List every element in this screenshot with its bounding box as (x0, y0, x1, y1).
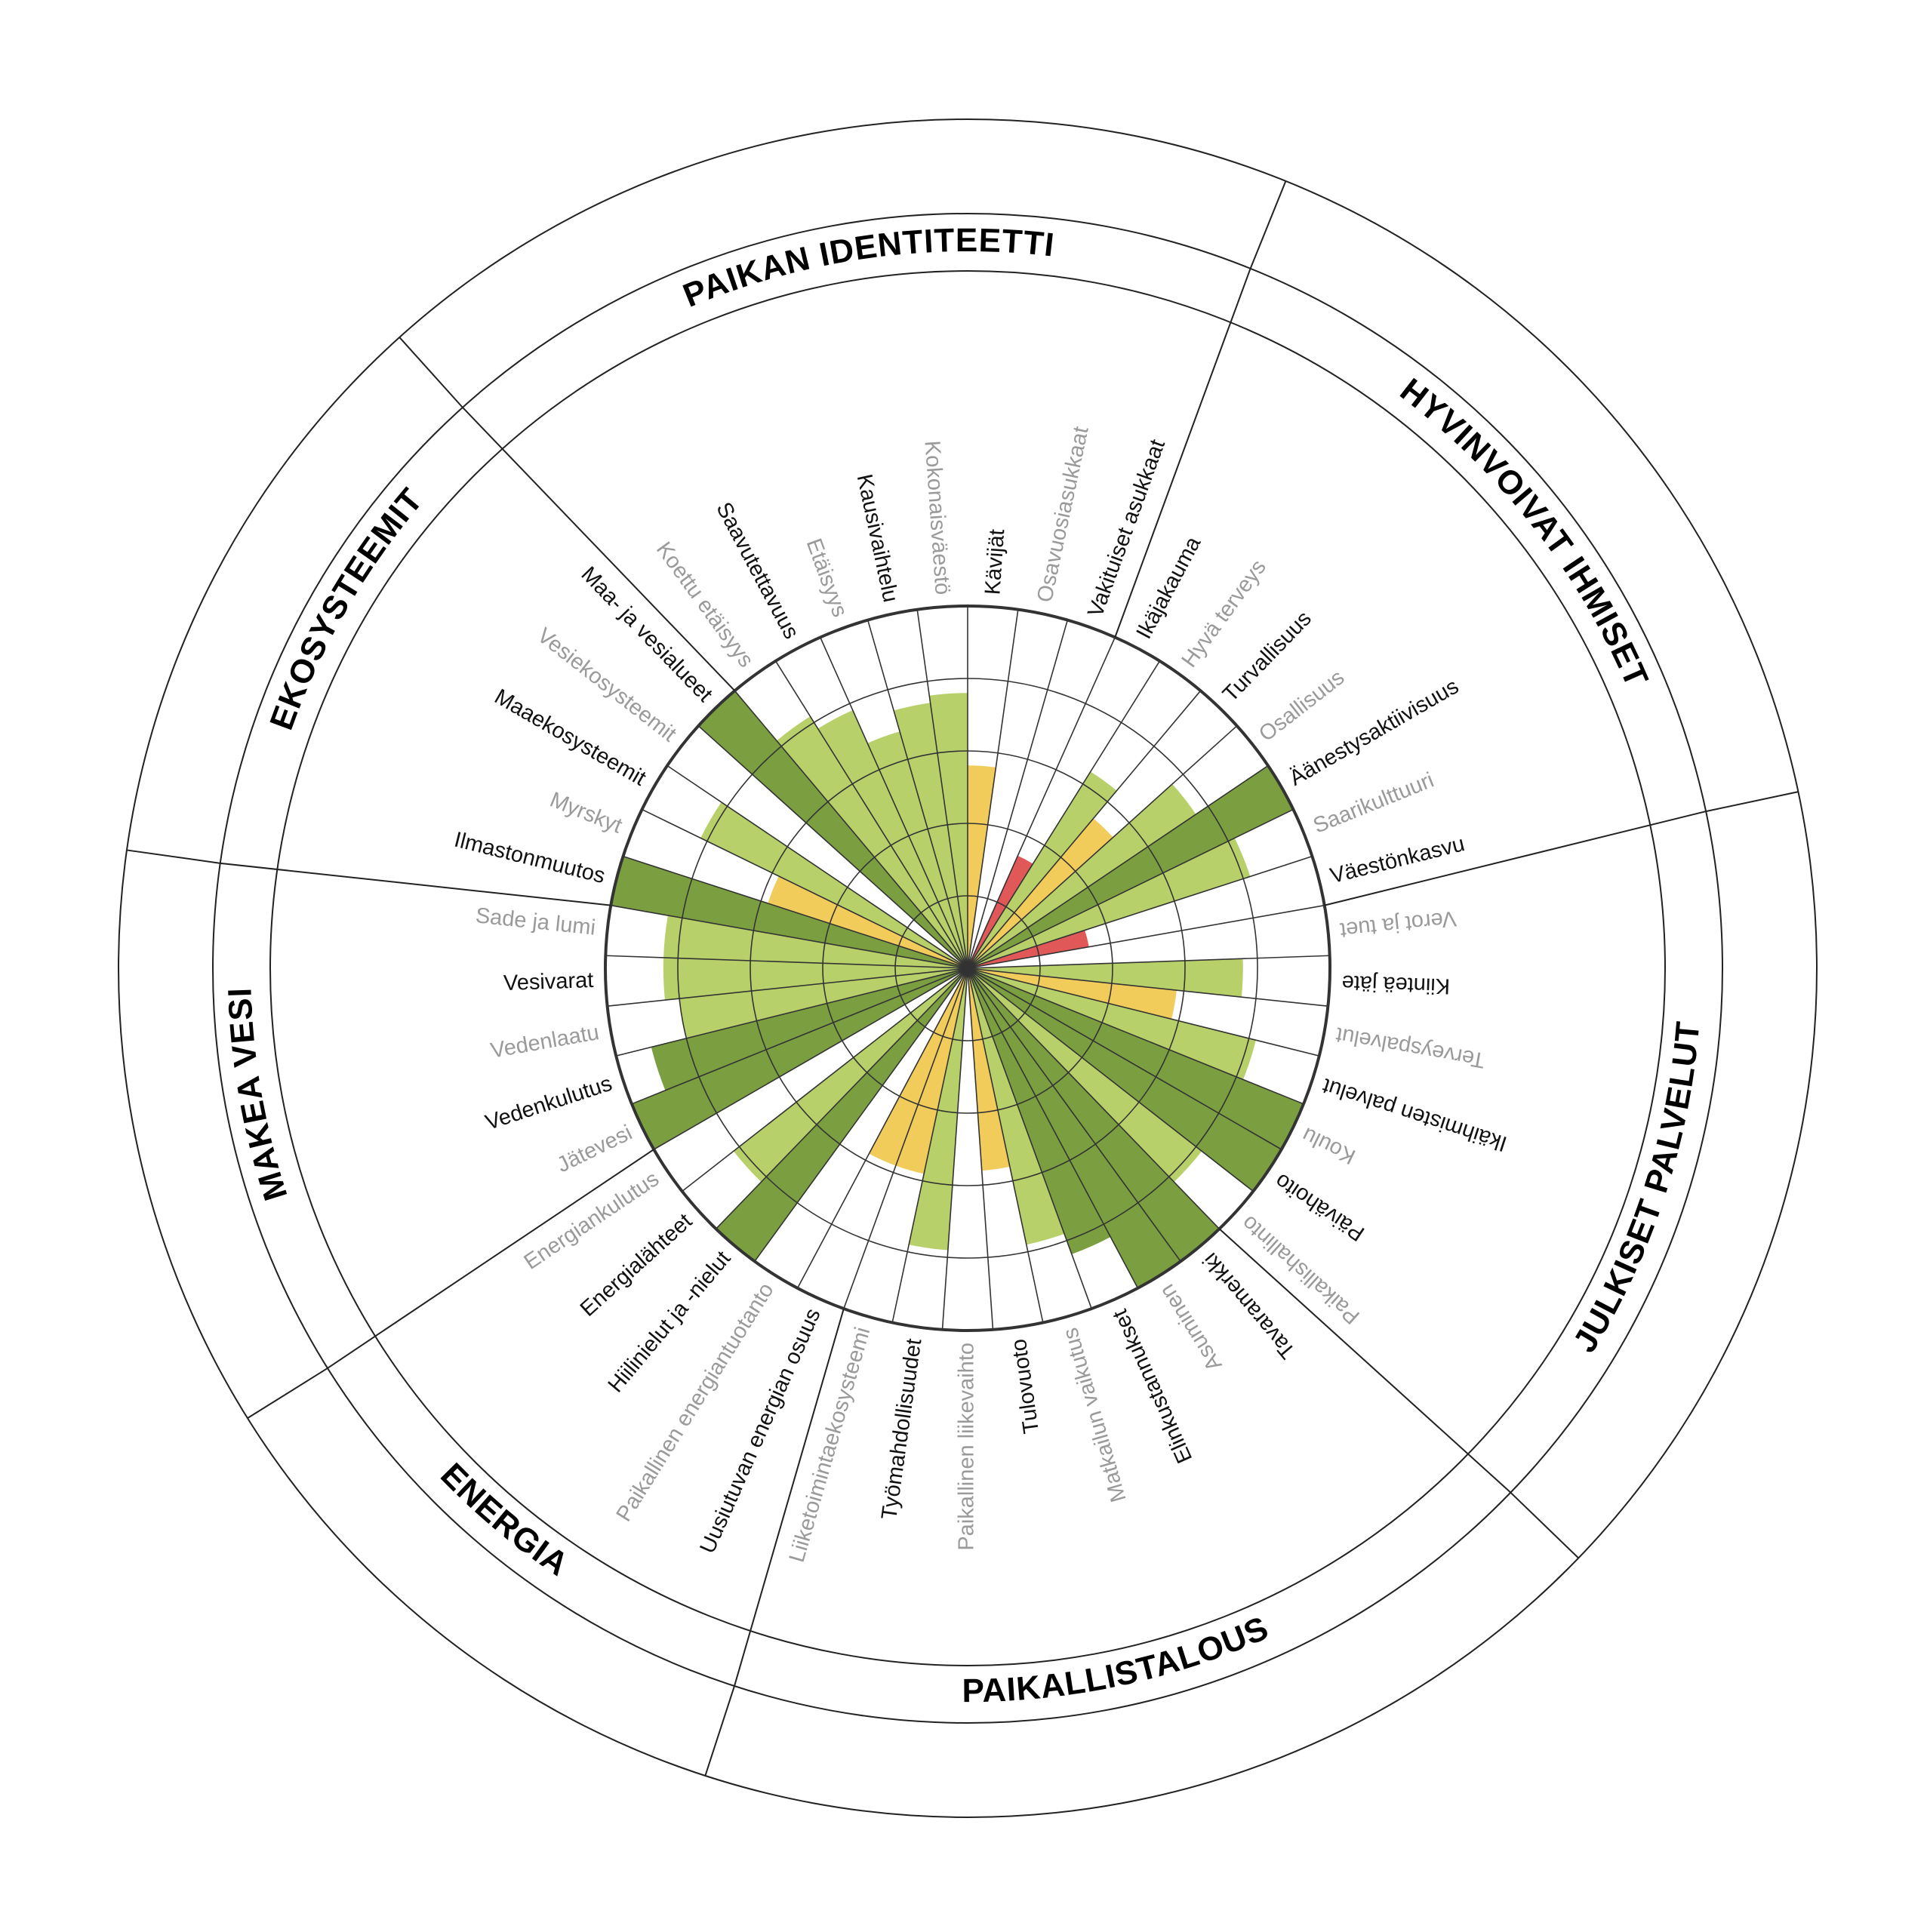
spoke-18 (642, 808, 968, 969)
spoke-26 (682, 968, 968, 1192)
spoke-27 (715, 968, 968, 1229)
spoke-30 (843, 968, 968, 1309)
sector-dividers (126, 180, 1799, 1777)
outer-ring-1 (212, 213, 1723, 1724)
sector-band-divider-5 (704, 1685, 735, 1777)
sector-divider-3 (220, 862, 611, 906)
spoke-3 (967, 764, 1269, 969)
spoke-17 (666, 764, 968, 969)
sector-divider-5 (734, 1308, 845, 1687)
spoke-5 (967, 690, 1202, 969)
bar-36 (968, 968, 1181, 1288)
bar-5 (968, 771, 1117, 968)
spoke-34 (967, 968, 1044, 1323)
grid-rings (604, 605, 1331, 1332)
spoke-36 (967, 968, 1139, 1289)
bar-19 (611, 856, 968, 968)
sector-divider-1 (1114, 268, 1251, 638)
outer-ring-0 (269, 270, 1666, 1666)
bar-39 (968, 968, 1282, 1192)
outer-rings (118, 118, 1818, 1818)
sector-band-divider-3 (126, 849, 220, 864)
bar-26 (733, 968, 968, 1183)
bar-14 (777, 716, 968, 968)
bar-2 (968, 765, 1294, 968)
spoke-33 (967, 968, 994, 1330)
spoke-21 (605, 955, 968, 969)
spoke-16 (697, 725, 968, 969)
spoke-23 (616, 968, 968, 1057)
spoke-38 (967, 968, 1221, 1229)
spoke-24 (631, 968, 968, 1105)
bar-3 (968, 783, 1196, 968)
bar-4 (968, 818, 1113, 968)
bar-18 (768, 875, 968, 968)
spoke-42 (967, 968, 1319, 1057)
sector-band-divider-4 (247, 1367, 328, 1420)
bar-43 (968, 958, 1243, 998)
outer-ring-2 (118, 118, 1818, 1818)
spoke-43 (967, 968, 1328, 1007)
spoke-39 (967, 968, 1254, 1192)
bar-34 (968, 968, 1065, 1245)
indicator-label-21: Vesivarat (503, 968, 593, 995)
spoke-32 (941, 968, 968, 1330)
spoke-8 (967, 620, 1069, 969)
spoke-7 (967, 637, 1116, 969)
spoke-35 (967, 968, 1092, 1309)
sector-band-divider-0 (1705, 791, 1799, 813)
spoke-0 (967, 904, 1325, 969)
spoke-22 (607, 968, 968, 1007)
spoke-41 (967, 968, 1304, 1105)
spoke-13 (820, 637, 968, 969)
spoke-40 (967, 968, 1282, 1150)
bar-24 (631, 968, 968, 1149)
bar-38 (968, 968, 1202, 1183)
bar-21 (663, 957, 968, 1001)
spoke-12 (867, 620, 968, 969)
spoke-9 (967, 609, 1019, 969)
spoke-1 (967, 855, 1313, 969)
sector-divider-2 (462, 407, 736, 691)
bar-29 (869, 968, 968, 1166)
spoke-37 (967, 968, 1181, 1262)
spoke-6 (967, 660, 1161, 969)
indicator-label-9: Kävijät (980, 528, 1009, 595)
spoke-4 (967, 725, 1238, 969)
spoke-19 (623, 855, 968, 969)
indicator-label-43: Kiinteä jäte (1341, 971, 1451, 998)
bar-17 (700, 801, 968, 968)
spoke-20 (611, 904, 968, 969)
bar-30 (895, 968, 968, 1174)
spoke-2 (967, 808, 1294, 969)
spoke-28 (754, 968, 968, 1262)
sector-divider-0 (1324, 811, 1707, 906)
spoke-11 (916, 609, 968, 969)
spoke-29 (796, 968, 968, 1289)
spoke-14 (774, 660, 968, 969)
spoke-31 (891, 968, 968, 1323)
sector-band-divider-1 (1249, 180, 1287, 269)
bar-13 (817, 709, 968, 968)
bar-35 (968, 968, 1111, 1254)
spoke-15 (734, 690, 968, 969)
bar-12 (867, 731, 968, 968)
bar-23 (651, 968, 968, 1091)
spoke-25 (653, 968, 968, 1150)
sector-band-divider-2 (399, 337, 463, 408)
bar-40 (968, 968, 1304, 1149)
indicator-label-32: Paikallinen liikevaihto (955, 1343, 979, 1551)
bar-41 (968, 968, 1256, 1080)
sector-divider-4 (327, 1149, 654, 1369)
spoke-44 (967, 955, 1330, 969)
sector-band-divider-6 (1510, 1491, 1579, 1559)
sector-divider-6 (1218, 1228, 1512, 1494)
bar-6 (968, 855, 1033, 968)
bar-1 (968, 838, 1251, 968)
